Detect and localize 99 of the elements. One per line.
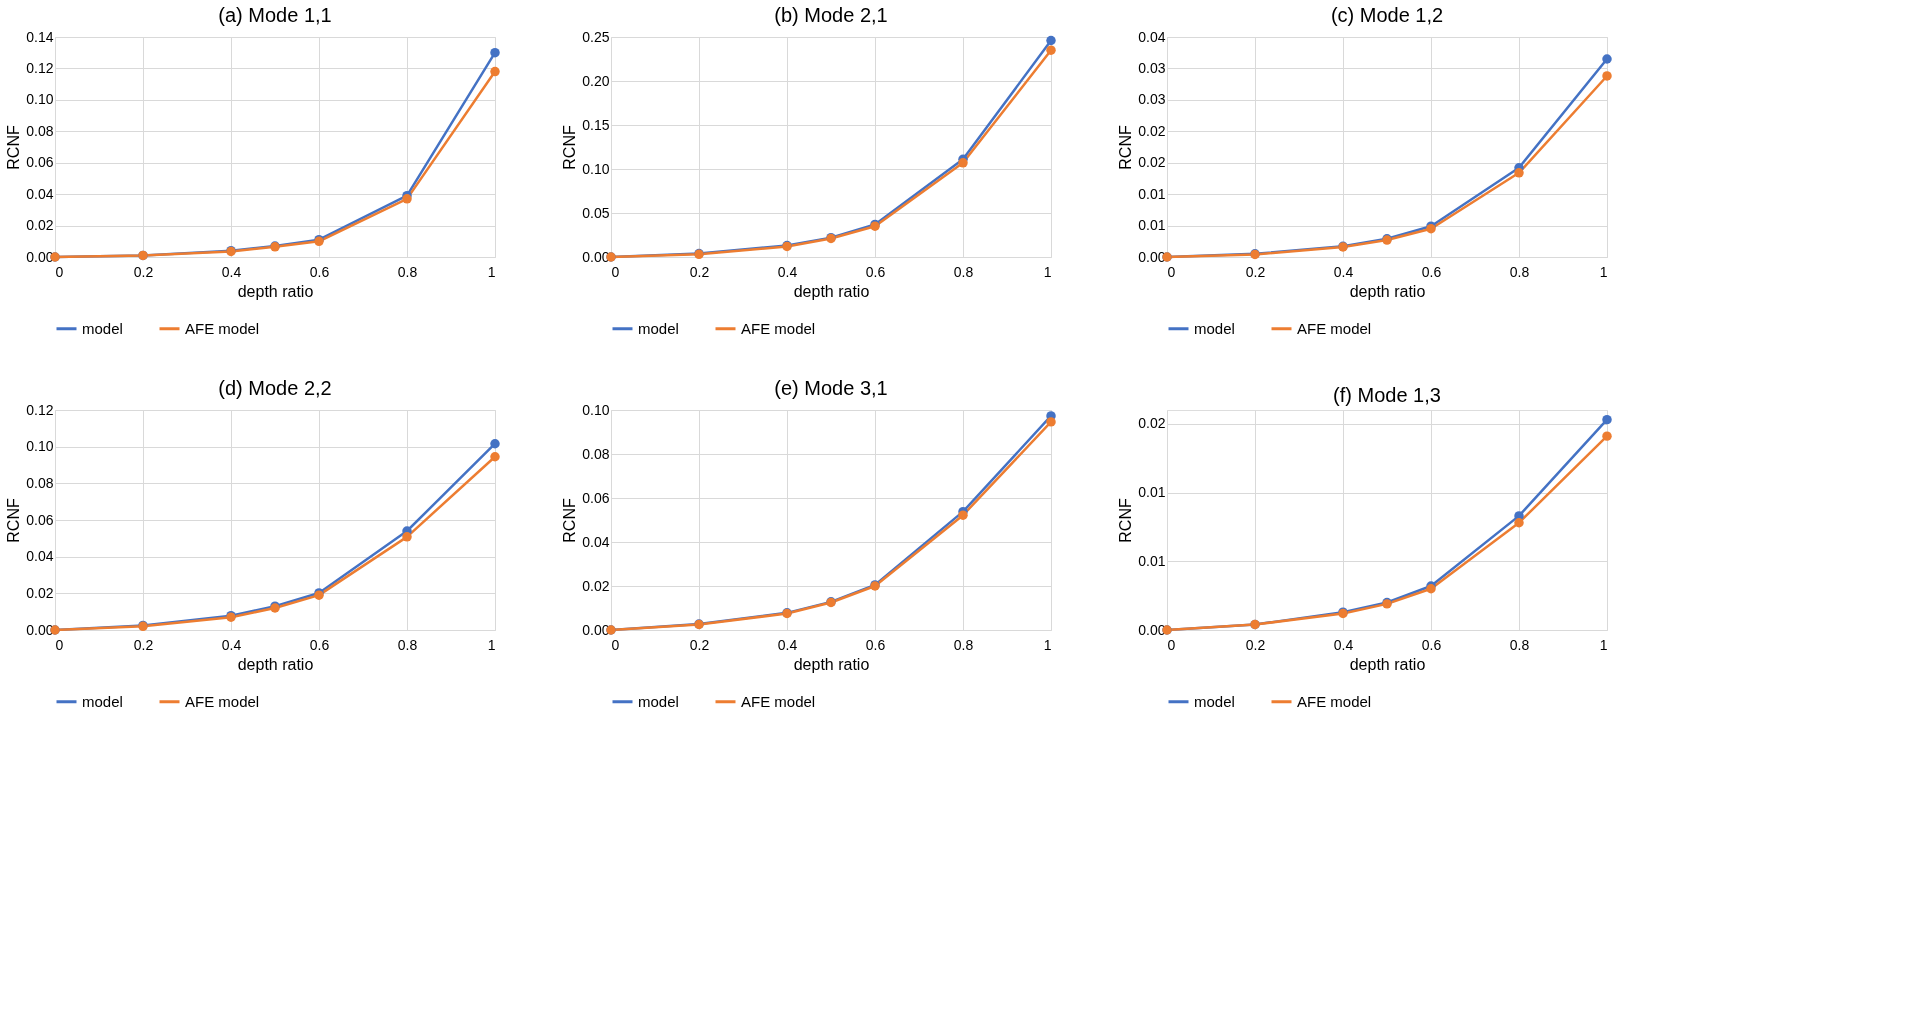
y-tick-label: 0.04 bbox=[1138, 28, 1166, 45]
y-tick-label: 0.06 bbox=[582, 489, 610, 506]
chart-title: (c) Mode 1,2 bbox=[1330, 4, 1444, 26]
x-tick-label: 0.8 bbox=[953, 263, 974, 280]
y-tick-label: 0.02 bbox=[1138, 415, 1166, 432]
y-tick-label: 0.10 bbox=[582, 160, 610, 177]
legend-label: AFE model bbox=[1297, 319, 1372, 337]
y-tick-label: 0.04 bbox=[26, 548, 54, 565]
x-tick-label: 0.2 bbox=[689, 263, 710, 280]
x-tick-label: 0 bbox=[611, 263, 620, 280]
y-tick-label: 0.02 bbox=[26, 584, 54, 601]
x-tick-label: 0.6 bbox=[865, 263, 886, 280]
x-tick-label: 1 bbox=[1043, 636, 1052, 653]
y-tick-label: 0.05 bbox=[582, 204, 610, 221]
y-tick-label: 0.12 bbox=[26, 401, 54, 418]
x-axis-title: depth ratio bbox=[793, 282, 870, 300]
y-tick-label: 0.01 bbox=[1138, 484, 1166, 500]
x-tick-label: 0.2 bbox=[1245, 263, 1266, 280]
legend-label: model bbox=[82, 319, 123, 337]
x-tick-label: 0.2 bbox=[1245, 636, 1266, 653]
x-tick-label: 0.8 bbox=[1509, 263, 1530, 280]
y-axis-title: RCNF bbox=[5, 125, 23, 170]
x-tick-label: 0.6 bbox=[865, 636, 886, 653]
x-tick-label: 0.2 bbox=[133, 636, 154, 653]
x-tick-label: 0.4 bbox=[777, 263, 798, 280]
y-tick-label: 0.03 bbox=[1138, 91, 1166, 108]
y-axis-title: RCNF bbox=[5, 498, 23, 543]
y-tick-label: 0.02 bbox=[26, 217, 54, 234]
legend-label: model bbox=[1194, 692, 1235, 710]
legend-label: AFE model bbox=[185, 692, 260, 710]
x-tick-label: 0.8 bbox=[397, 263, 418, 280]
legend-label: model bbox=[1194, 319, 1235, 337]
x-tick-label: 0.4 bbox=[1333, 636, 1354, 653]
legend-label: AFE model bbox=[741, 319, 816, 337]
y-tick-label: 0.15 bbox=[582, 116, 610, 133]
chart-title: (d) Mode 2,2 bbox=[218, 377, 332, 399]
x-tick-label: 1 bbox=[1599, 636, 1608, 653]
y-tick-label: 0.04 bbox=[26, 185, 54, 202]
legend-label: AFE model bbox=[1297, 692, 1372, 710]
x-tick-label: 0.8 bbox=[953, 636, 974, 653]
x-tick-label: 0.6 bbox=[309, 263, 330, 280]
y-tick-label: 0.10 bbox=[26, 438, 54, 455]
y-tick-label: 0.08 bbox=[26, 122, 54, 139]
x-tick-label: 0.2 bbox=[689, 636, 710, 653]
y-axis-title: RCNF bbox=[1117, 125, 1135, 170]
y-tick-label: 0.02 bbox=[582, 577, 610, 594]
y-tick-label: 0.01 bbox=[1138, 217, 1166, 234]
x-tick-label: 0.6 bbox=[1421, 636, 1442, 653]
y-axis-title: RCNF bbox=[1117, 498, 1135, 543]
x-tick-label: 0.2 bbox=[133, 263, 154, 280]
x-tick-label: 0.4 bbox=[221, 636, 242, 653]
y-tick-label: 0.20 bbox=[582, 72, 610, 89]
x-tick-label: 0 bbox=[1167, 263, 1176, 280]
x-tick-label: 1 bbox=[1043, 263, 1052, 280]
legend-label: model bbox=[82, 692, 123, 710]
chart-title: (b) Mode 2,1 bbox=[774, 4, 888, 26]
x-tick-label: 0.4 bbox=[221, 263, 242, 280]
x-axis-title: depth ratio bbox=[1349, 655, 1426, 673]
x-axis-title: depth ratio bbox=[237, 282, 314, 300]
x-axis-title: depth ratio bbox=[1349, 282, 1426, 300]
chart-title: (a) Mode 1,1 bbox=[218, 4, 332, 26]
y-tick-label: 0.10 bbox=[26, 91, 54, 108]
x-tick-label: 0 bbox=[55, 263, 64, 280]
y-tick-label: 0.06 bbox=[26, 154, 54, 171]
chart-title: (f) Mode 1,3 bbox=[1333, 384, 1441, 406]
chart-title: (e) Mode 3,1 bbox=[774, 377, 888, 399]
y-tick-label: 0.04 bbox=[582, 533, 610, 550]
x-tick-label: 0.4 bbox=[777, 636, 798, 653]
legend-label: AFE model bbox=[185, 319, 260, 337]
legend-label: AFE model bbox=[741, 692, 816, 710]
y-tick-label: 0.01 bbox=[1138, 552, 1166, 569]
legend-label: model bbox=[638, 319, 679, 337]
y-tick-label: 0.06 bbox=[26, 511, 54, 528]
x-tick-label: 1 bbox=[1599, 263, 1608, 280]
y-tick-label: 0.02 bbox=[1138, 154, 1166, 171]
x-tick-label: 1 bbox=[487, 636, 496, 653]
x-tick-label: 0.6 bbox=[1421, 263, 1442, 280]
y-tick-label: 0.12 bbox=[26, 59, 54, 76]
y-axis-title: RCNF bbox=[561, 498, 579, 543]
x-tick-label: 0.6 bbox=[309, 636, 330, 653]
x-tick-label: 0.8 bbox=[1509, 636, 1530, 653]
y-tick-label: 0.02 bbox=[1138, 122, 1166, 139]
y-tick-label: 0.10 bbox=[582, 401, 610, 418]
x-tick-label: 0 bbox=[1167, 636, 1176, 653]
x-axis-title: depth ratio bbox=[793, 655, 870, 673]
x-tick-label: 1 bbox=[487, 263, 496, 280]
y-tick-label: 0.03 bbox=[1138, 59, 1166, 76]
y-tick-label: 0.08 bbox=[26, 474, 54, 491]
y-axis-title: RCNF bbox=[561, 125, 579, 170]
x-tick-label: 0.8 bbox=[397, 636, 418, 653]
legend-label: model bbox=[638, 692, 679, 710]
y-tick-label: 0.01 bbox=[1138, 185, 1166, 202]
x-tick-label: 0 bbox=[611, 636, 620, 653]
x-axis-title: depth ratio bbox=[237, 655, 314, 673]
y-tick-label: 0.08 bbox=[582, 445, 610, 462]
x-tick-label: 0 bbox=[55, 636, 64, 653]
x-tick-label: 0.4 bbox=[1333, 263, 1354, 280]
y-tick-label: 0.14 bbox=[26, 28, 54, 45]
y-tick-label: 0.25 bbox=[582, 28, 610, 45]
